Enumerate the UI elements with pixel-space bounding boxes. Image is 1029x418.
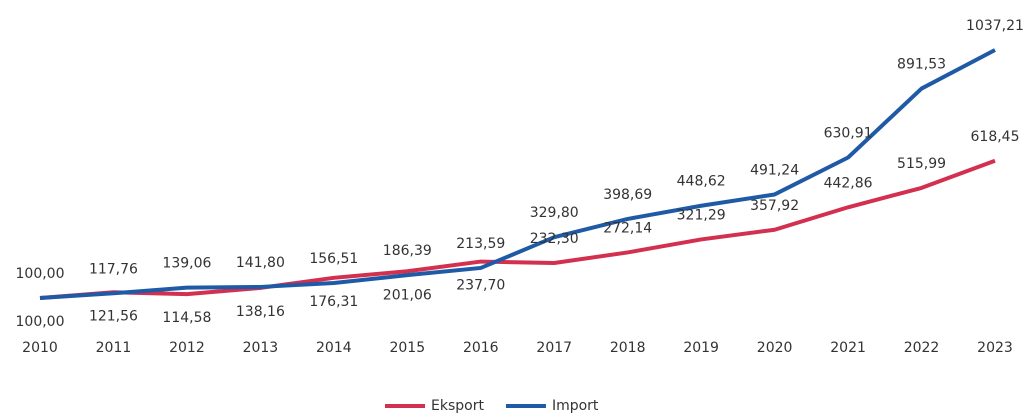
x-tick-label: 2010 — [22, 340, 58, 356]
data-label: 100,00 — [16, 314, 65, 330]
data-label: 272,14 — [603, 220, 652, 236]
data-label: 398,69 — [603, 187, 652, 203]
data-label: 891,53 — [897, 57, 946, 73]
data-label: 515,99 — [897, 156, 946, 172]
data-label: 138,16 — [236, 304, 285, 320]
data-label: 491,24 — [750, 162, 799, 178]
x-tick-label: 2017 — [536, 340, 572, 356]
x-tick-label: 2015 — [389, 340, 425, 356]
data-label: 186,39 — [383, 243, 432, 259]
x-tick-label: 2011 — [96, 340, 132, 356]
x-tick-label: 2014 — [316, 340, 352, 356]
data-label: 139,06 — [162, 256, 211, 272]
data-label: 232,30 — [530, 231, 579, 247]
data-label: 176,31 — [309, 294, 358, 310]
data-label: 201,06 — [383, 287, 432, 303]
data-label: 213,59 — [456, 236, 505, 252]
x-tick-label: 2018 — [610, 340, 646, 356]
data-label: 156,51 — [309, 251, 358, 267]
x-tick-label: 2020 — [757, 340, 793, 356]
x-tick-label: 2016 — [463, 340, 499, 356]
data-label: 100,00 — [16, 266, 65, 282]
legend-label: Eksport — [431, 398, 484, 414]
data-label: 448,62 — [677, 174, 726, 190]
data-label: 114,58 — [162, 310, 211, 326]
data-label: 442,86 — [824, 175, 873, 191]
data-label: 141,80 — [236, 255, 285, 271]
x-tick-label: 2019 — [683, 340, 719, 356]
data-label: 357,92 — [750, 198, 799, 214]
x-tick-label: 2022 — [904, 340, 940, 356]
x-tick-label: 2012 — [169, 340, 205, 356]
x-tick-label: 2023 — [977, 340, 1013, 356]
data-label: 1037,21 — [966, 18, 1024, 34]
data-label: 321,29 — [677, 207, 726, 223]
data-label: 117,76 — [89, 261, 138, 277]
series-line — [39, 48, 996, 300]
data-label: 618,45 — [971, 129, 1020, 145]
data-label: 329,80 — [530, 205, 579, 221]
data-label: 630,91 — [824, 126, 873, 142]
x-tick-label: 2013 — [243, 340, 279, 356]
series-line — [39, 158, 996, 300]
legend-label: Import — [552, 398, 599, 414]
data-label: 121,56 — [89, 308, 138, 324]
data-label: 237,70 — [456, 278, 505, 294]
x-tick-label: 2021 — [830, 340, 866, 356]
